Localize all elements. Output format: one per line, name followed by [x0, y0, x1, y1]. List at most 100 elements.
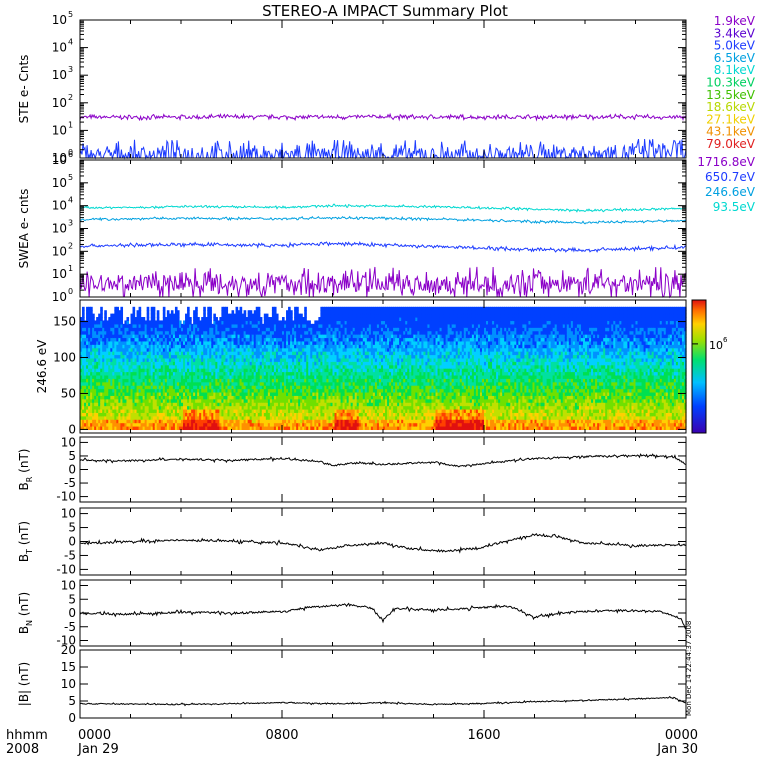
pad-cell — [120, 378, 124, 383]
pad-cell — [223, 426, 227, 431]
pad-cell — [106, 385, 109, 390]
pad-cell — [247, 310, 251, 315]
pad-cell — [239, 422, 243, 427]
pad-cell — [265, 402, 269, 407]
pad-cell — [320, 374, 323, 379]
pad-cell — [140, 347, 144, 352]
pad-cell — [205, 317, 208, 322]
pad-cell — [334, 361, 338, 366]
pad-cell — [318, 395, 321, 400]
pad-cell — [328, 310, 332, 315]
pad-cell — [146, 351, 150, 356]
pad-cell — [203, 317, 206, 322]
pad-cell — [324, 344, 328, 349]
pad-cell — [330, 385, 334, 390]
pad-cell — [96, 364, 99, 369]
pad-cell — [334, 385, 338, 390]
pad-cell — [162, 391, 166, 396]
pad-cell — [118, 337, 121, 342]
pad-cell — [201, 344, 204, 349]
pad-cell — [203, 374, 206, 379]
pad-cell — [227, 405, 231, 410]
pad-cell — [168, 357, 172, 362]
pad-cell — [181, 391, 184, 396]
pad-cell — [144, 371, 148, 376]
pad-cell — [120, 364, 124, 369]
pad-cell — [273, 320, 277, 325]
pad-cell — [249, 402, 253, 407]
pad-cell — [102, 320, 105, 325]
pad-cell — [195, 310, 198, 315]
pad-cell — [247, 385, 251, 390]
pad-cell — [86, 306, 89, 311]
pad-cell — [118, 320, 121, 325]
pad-cell — [263, 317, 267, 322]
pad-cell — [88, 381, 91, 386]
pad-cell — [201, 388, 204, 393]
pad-cell — [84, 408, 87, 413]
pad-cell — [247, 327, 251, 332]
pad-cell — [90, 330, 93, 335]
pad-cell — [279, 330, 283, 335]
legend-ste-entry: 8.1keV — [714, 63, 756, 77]
pad-cell — [241, 340, 245, 345]
pad-cell — [324, 364, 328, 369]
pad-cell — [80, 330, 83, 335]
pad-cell — [346, 378, 350, 383]
pad-cell — [82, 351, 85, 356]
pad-cell — [316, 361, 319, 366]
pad-cell — [330, 371, 334, 376]
pad-cell — [142, 385, 146, 390]
pad-cell — [172, 378, 176, 383]
pad-cell — [304, 334, 307, 339]
pad-cell — [108, 395, 111, 400]
pad-cell — [164, 357, 168, 362]
y-tick-label: 10 — [52, 151, 67, 165]
pad-cell — [304, 398, 307, 403]
pad-cell — [292, 408, 295, 413]
pad-cell — [205, 388, 208, 393]
pad-cell — [183, 347, 186, 352]
pad-cell — [273, 327, 277, 332]
pad-cell — [94, 340, 97, 345]
pad-cell — [90, 357, 93, 362]
pad-cell — [178, 391, 182, 396]
pad-cell — [126, 371, 130, 376]
pad-cell — [209, 361, 212, 366]
pad-cell — [318, 351, 321, 356]
pad-cell — [197, 357, 200, 362]
pad-cell — [120, 368, 124, 373]
pad-cell — [352, 426, 356, 431]
pad-cell — [134, 364, 138, 369]
pad-cell — [275, 361, 279, 366]
pad-cell — [330, 408, 334, 413]
pad-cell — [156, 419, 160, 424]
pad-cell — [330, 351, 334, 356]
pad-cell — [306, 344, 309, 349]
pad-cell — [144, 395, 148, 400]
pad-cell — [227, 357, 231, 362]
pad-cell — [164, 378, 168, 383]
pad-cell — [290, 317, 293, 322]
pad-cell — [322, 415, 326, 420]
pad-cell — [92, 368, 95, 373]
pad-cell — [243, 419, 247, 424]
pad-cell — [146, 371, 150, 376]
pad-cell — [215, 357, 218, 362]
pad-cell — [320, 306, 323, 311]
pad-cell — [348, 320, 352, 325]
pad-cell — [154, 361, 158, 366]
pad-cell — [231, 340, 235, 345]
pad-cell — [322, 337, 326, 342]
pad-cell — [120, 323, 124, 328]
pad-cell — [162, 422, 166, 427]
pad-cell — [128, 395, 132, 400]
pad-cell — [191, 344, 194, 349]
pad-cell — [245, 422, 249, 427]
pad-cell — [148, 381, 152, 386]
pad-cell — [302, 354, 305, 359]
pad-cell — [330, 364, 334, 369]
pad-cell — [100, 340, 103, 345]
pad-cell — [269, 327, 273, 332]
pad-cell — [148, 395, 152, 400]
